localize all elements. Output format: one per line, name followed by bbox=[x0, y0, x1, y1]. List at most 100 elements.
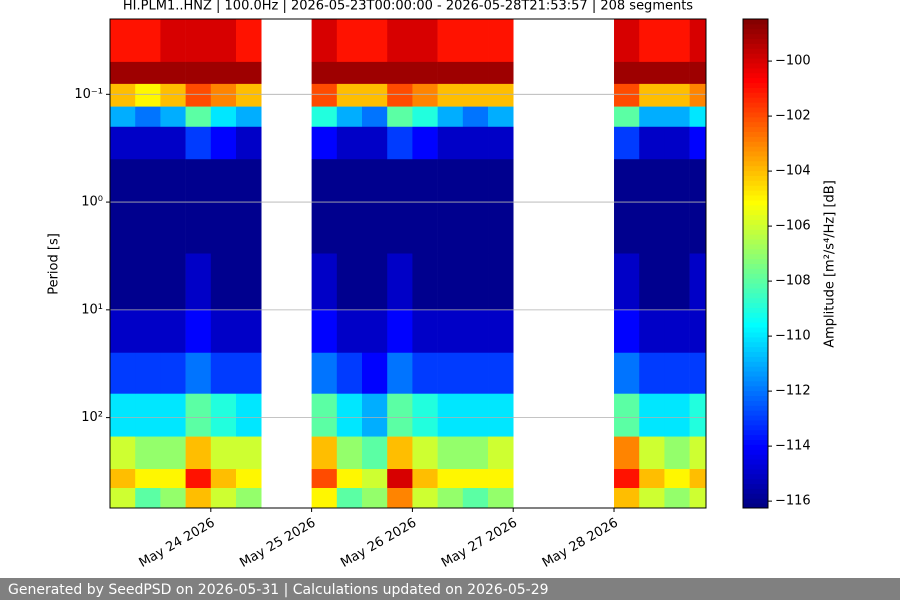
heatmap-cell bbox=[135, 436, 161, 470]
heatmap-cell bbox=[614, 159, 640, 203]
heatmap-cell bbox=[236, 253, 262, 311]
heatmap-cell bbox=[210, 83, 237, 107]
heatmap-cell bbox=[437, 436, 464, 470]
heatmap-cell bbox=[210, 106, 237, 128]
heatmap-cell bbox=[336, 126, 363, 160]
heatmap-cell bbox=[664, 393, 690, 437]
heatmap-cell bbox=[614, 19, 640, 63]
heatmap-cell bbox=[664, 487, 690, 509]
heatmap-cell bbox=[336, 253, 363, 311]
heatmap-cell bbox=[689, 61, 707, 85]
heatmap-cell bbox=[689, 19, 707, 63]
colorbar-tick-label: −114 bbox=[775, 439, 811, 454]
colorbar-step bbox=[743, 385, 768, 392]
colorbar-step bbox=[743, 483, 768, 489]
heatmap-cell bbox=[110, 106, 136, 128]
heatmap-cell bbox=[462, 352, 489, 394]
colorbar-step bbox=[743, 214, 768, 220]
heatmap-cell bbox=[614, 202, 640, 254]
heatmap-cell bbox=[185, 253, 212, 311]
heatmap-cell bbox=[160, 126, 186, 160]
heatmap-cell bbox=[311, 469, 338, 489]
colorbar-step bbox=[743, 434, 768, 441]
heatmap-cell bbox=[160, 309, 186, 354]
colorbar-step bbox=[743, 415, 768, 421]
heatmap-cell bbox=[462, 126, 489, 160]
colorbar-step bbox=[743, 190, 768, 196]
colorbar-step bbox=[743, 234, 768, 240]
heatmap-cell bbox=[664, 126, 690, 160]
colorbar-step bbox=[743, 58, 768, 64]
colorbar-step bbox=[743, 121, 768, 128]
heatmap-cell bbox=[160, 393, 186, 437]
heatmap-cell bbox=[135, 202, 161, 254]
heatmap-cell bbox=[236, 61, 262, 85]
heatmap-cell bbox=[185, 126, 212, 160]
colorbar-step bbox=[743, 405, 768, 411]
heatmap-cell bbox=[185, 61, 212, 85]
heatmap-cell bbox=[210, 436, 237, 470]
heatmap-cell bbox=[437, 83, 464, 107]
heatmap-cell bbox=[336, 352, 363, 394]
heatmap-cell bbox=[412, 436, 438, 470]
heatmap-cell bbox=[437, 61, 464, 85]
colorbar-step bbox=[743, 327, 768, 333]
heatmap-cell bbox=[412, 487, 438, 509]
heatmap-cell bbox=[210, 487, 237, 509]
heatmap-cell bbox=[362, 202, 388, 254]
heatmap-cell bbox=[160, 106, 186, 128]
colorbar-step bbox=[743, 33, 768, 40]
colorbar-step bbox=[743, 468, 768, 475]
colorbar-step bbox=[743, 243, 768, 250]
colorbar-step bbox=[743, 331, 768, 338]
heatmap-cell bbox=[488, 487, 514, 509]
colorbar-tick-label: −102 bbox=[775, 109, 811, 124]
heatmap-cell bbox=[110, 469, 136, 489]
heatmap-cell bbox=[362, 487, 388, 509]
heatmap-cell bbox=[664, 159, 690, 203]
heatmap-cell bbox=[387, 393, 413, 437]
colorbar-step bbox=[743, 43, 768, 49]
colorbar-step bbox=[743, 239, 768, 245]
colorbar-step bbox=[743, 371, 768, 377]
heatmap-cell bbox=[387, 436, 413, 470]
colorbar-step bbox=[743, 317, 768, 323]
y-tick-label: 10¹ bbox=[81, 302, 103, 317]
heatmap-cell bbox=[336, 61, 363, 85]
heatmap-cell bbox=[689, 202, 707, 254]
heatmap-cell bbox=[387, 253, 413, 311]
heatmap-cell bbox=[311, 253, 338, 311]
heatmap-cell bbox=[135, 159, 161, 203]
heatmap-cell bbox=[614, 126, 640, 160]
heatmap-cell bbox=[362, 126, 388, 160]
colorbar-step bbox=[743, 498, 768, 504]
heatmap-cell bbox=[336, 469, 363, 489]
heatmap-cell bbox=[336, 202, 363, 254]
heatmap-cell bbox=[639, 83, 665, 107]
heatmap-cell bbox=[689, 159, 707, 203]
heatmap-cell bbox=[437, 126, 464, 160]
heatmap-cell bbox=[664, 352, 690, 394]
colorbar-label: Amplitude [m²/s⁴/Hz] [dB] bbox=[823, 180, 838, 348]
heatmap-cell bbox=[185, 19, 212, 63]
heatmap-cell bbox=[639, 126, 665, 160]
heatmap-cell bbox=[185, 309, 212, 354]
colorbar-step bbox=[743, 146, 768, 152]
heatmap-cell bbox=[689, 106, 707, 128]
colorbar-step bbox=[743, 116, 768, 123]
colorbar-tick-label: −100 bbox=[775, 54, 811, 69]
heatmap-cell bbox=[614, 487, 640, 509]
heatmap-cell bbox=[311, 309, 338, 354]
heatmap-cell bbox=[135, 352, 161, 394]
heatmap-cell bbox=[412, 202, 438, 254]
heatmap-cell bbox=[689, 469, 707, 489]
heatmap-cell bbox=[135, 126, 161, 160]
heatmap-cell bbox=[614, 83, 640, 107]
colorbar-step bbox=[743, 72, 768, 79]
heatmap-cell bbox=[462, 159, 489, 203]
heatmap-cell bbox=[311, 159, 338, 203]
heatmap-cell bbox=[664, 253, 690, 311]
colorbar-frame bbox=[742, 18, 769, 509]
colorbar-step bbox=[743, 141, 768, 147]
heatmap-cell bbox=[387, 126, 413, 160]
